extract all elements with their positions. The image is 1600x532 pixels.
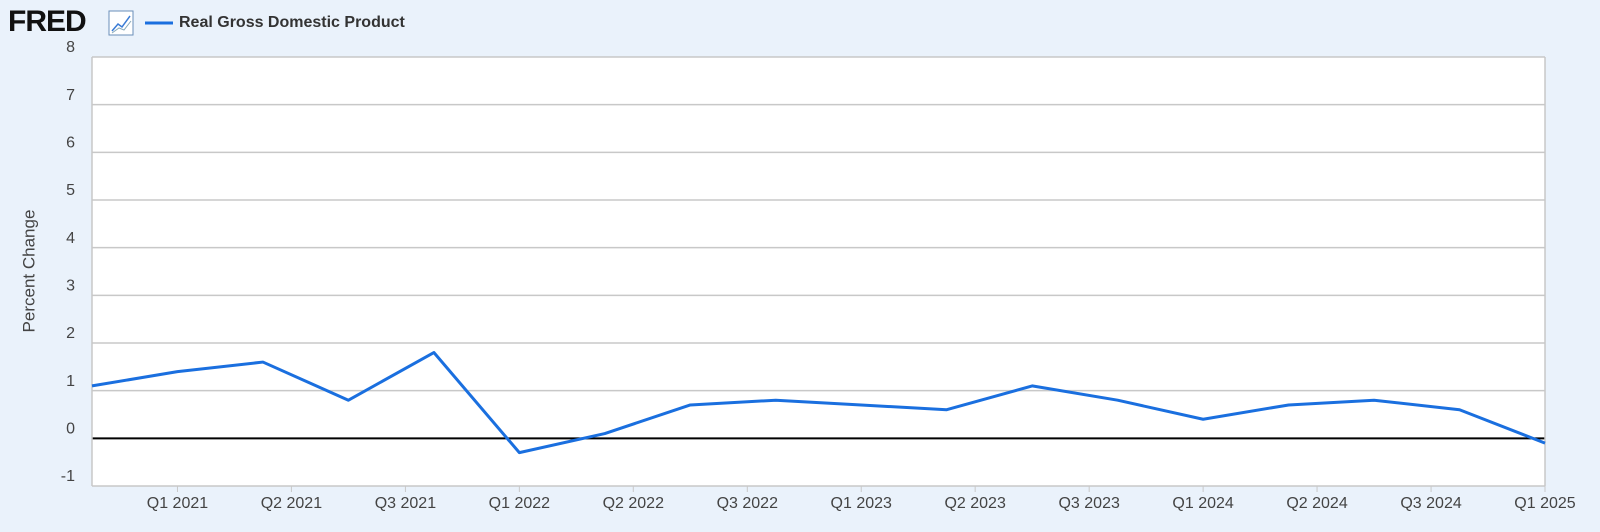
logo: FRED xyxy=(8,5,86,38)
y-tick-label: 5 xyxy=(66,182,75,199)
x-tick-label: Q3 2022 xyxy=(717,495,778,512)
chart-icon xyxy=(108,10,134,36)
y-tick-label: 6 xyxy=(66,135,75,152)
x-tick-label: Q2 2023 xyxy=(944,495,1005,512)
x-tick-label: Q2 2022 xyxy=(603,495,664,512)
y-tick-label: 4 xyxy=(66,230,75,247)
x-tick-label: Q1 2025 xyxy=(1514,495,1575,512)
y-tick-label: -1 xyxy=(61,468,75,485)
y-tick-label: 3 xyxy=(66,278,75,295)
y-tick-label: 8 xyxy=(66,39,75,56)
x-tick-label: Q1 2024 xyxy=(1172,495,1233,512)
plot-area xyxy=(92,57,1545,486)
y-tick-label: 2 xyxy=(66,325,75,342)
x-tick-label: Q1 2023 xyxy=(831,495,892,512)
y-tick-label: 1 xyxy=(66,373,75,390)
x-tick-label: Q1 2022 xyxy=(489,495,550,512)
x-tick-label: Q2 2024 xyxy=(1286,495,1347,512)
x-tick-label: Q3 2024 xyxy=(1400,495,1461,512)
y-axis-label: Percent Change xyxy=(19,210,38,333)
y-tick-label: 7 xyxy=(66,87,75,104)
x-tick-label: Q2 2021 xyxy=(261,495,322,512)
x-tick-label: Q1 2021 xyxy=(147,495,208,512)
x-tick-label: Q3 2023 xyxy=(1058,495,1119,512)
x-tick-label: Q3 2021 xyxy=(375,495,436,512)
y-tick-label: 0 xyxy=(66,421,75,438)
legend-label: Real Gross Domestic Product xyxy=(179,14,406,31)
data-line xyxy=(91,351,1546,455)
